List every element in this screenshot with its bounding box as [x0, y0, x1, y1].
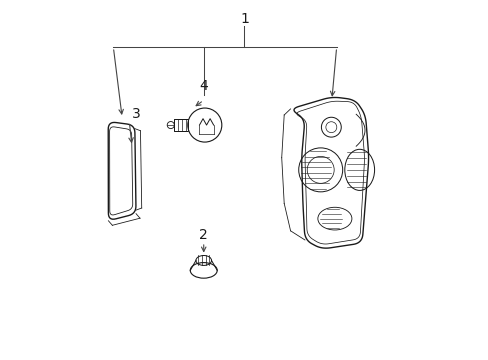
Text: 3: 3 — [132, 107, 141, 121]
Text: 2: 2 — [199, 228, 208, 242]
Bar — [173, 119, 187, 131]
Text: 4: 4 — [199, 79, 208, 93]
Text: 1: 1 — [240, 12, 248, 26]
